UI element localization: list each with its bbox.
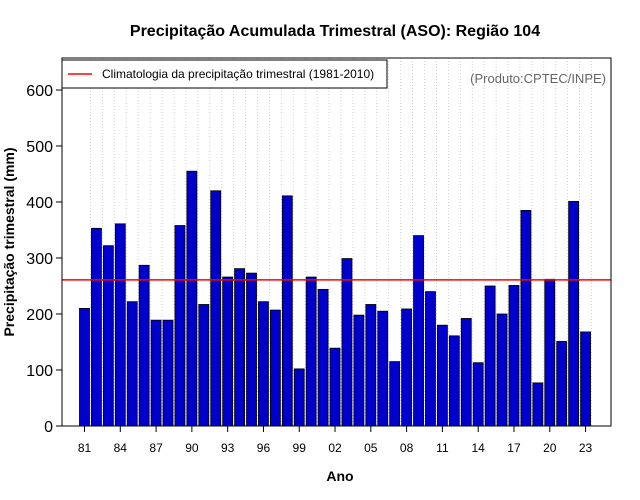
x-tick-label: 05: [364, 441, 378, 455]
bar-1983: [102, 245, 114, 427]
x-tick-label: 93: [221, 441, 235, 455]
bar-1989: [174, 225, 186, 427]
bar-2003: [341, 258, 353, 427]
x-tick-label: 20: [543, 441, 557, 455]
x-axis-title: Ano: [326, 468, 353, 484]
legend-box: [61, 59, 388, 89]
bar-1997: [269, 309, 281, 427]
x-axis: 81 84 87 90 93 96 99 02 05 08 11 14 17 20 23: [78, 426, 593, 455]
bar-2011: [436, 324, 448, 427]
bar-2013: [460, 318, 472, 427]
bar-1996: [258, 301, 269, 427]
bar-1990: [186, 170, 198, 427]
bar-2021: [556, 341, 568, 427]
bar-2007: [389, 361, 401, 427]
grid-lines: [90, 58, 592, 426]
y-axis: 0 100 200 300 400 500 600: [26, 83, 62, 436]
x-tick-label: 90: [185, 441, 199, 455]
y-tick-label: 400: [26, 195, 53, 212]
bar-1988: [162, 319, 174, 427]
x-tick-label: 87: [149, 441, 163, 455]
x-tick-label: 23: [579, 441, 593, 455]
bar-1999: [293, 368, 305, 427]
bar-1987: [150, 319, 162, 427]
x-tick-label: 08: [400, 441, 414, 455]
y-tick-label: 300: [26, 251, 53, 268]
bar-1986: [138, 264, 150, 427]
bar-2018: [520, 209, 532, 427]
bar-2015: [484, 285, 496, 427]
y-tick-label: 0: [44, 419, 53, 436]
bar-1992: [210, 190, 222, 427]
bar-1993: [222, 276, 234, 427]
x-tick-label: 02: [328, 441, 342, 455]
bar-1984: [114, 223, 126, 427]
bar-2008: [401, 308, 413, 427]
credit-text: (Produto:CPTEC/INPE): [470, 71, 606, 86]
bar-2019: [532, 382, 544, 427]
y-axis-title: Precipitação trimestral (mm): [1, 147, 17, 336]
x-tick-label: 84: [114, 441, 128, 455]
y-tick-label: 100: [26, 363, 53, 380]
bar-2001: [317, 288, 329, 427]
bar-2000: [305, 276, 317, 427]
y-tick-label: 200: [26, 307, 53, 324]
bar-2016: [496, 313, 508, 427]
x-tick-label: 17: [507, 441, 521, 455]
bar-2010: [425, 291, 436, 427]
bar-1985: [126, 301, 138, 427]
bar-2017: [508, 285, 520, 427]
bars: [79, 170, 591, 427]
bar-2023: [580, 331, 591, 427]
bar-1982: [91, 227, 102, 427]
bar-2012: [448, 335, 460, 427]
bar-2006: [377, 310, 389, 427]
bar-2020: [544, 278, 556, 427]
y-tick-label: 500: [26, 139, 53, 156]
bar-1995: [246, 272, 257, 427]
bar-2014: [472, 362, 484, 427]
bar-2005: [365, 304, 377, 427]
bar-2002: [329, 347, 341, 427]
x-tick-label: 99: [293, 441, 307, 455]
bar-1991: [198, 304, 210, 427]
legend: Climatologia da precipitação trimestral …: [61, 59, 388, 89]
chart-title: Precipitação Acumulada Trimestral (ASO):…: [130, 23, 540, 40]
x-tick-label: 11: [436, 441, 449, 455]
legend-label: Climatologia da precipitação trimestral …: [102, 67, 374, 81]
bar-2009: [413, 235, 424, 427]
plot-frame: [61, 57, 612, 427]
bar-1994: [234, 268, 245, 427]
bar-1981: [79, 307, 90, 427]
bar-2004: [353, 314, 365, 427]
x-tick-label: 14: [472, 441, 486, 455]
bar-1998: [281, 195, 293, 427]
bar-2022: [568, 201, 580, 427]
x-tick-label: 81: [78, 441, 92, 455]
x-tick-label: 96: [257, 441, 271, 455]
y-tick-label: 600: [26, 83, 53, 100]
